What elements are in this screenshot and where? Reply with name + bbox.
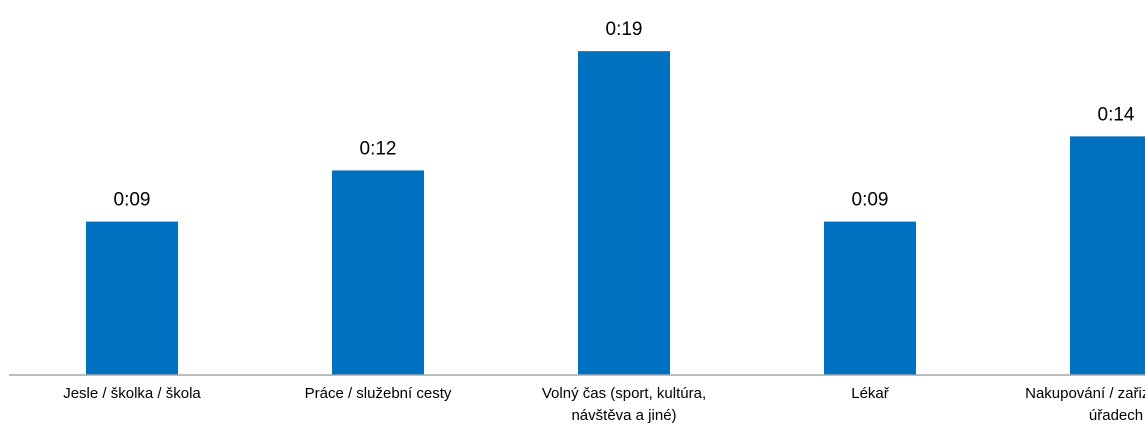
x-tick-label: Práce / služební cesty bbox=[304, 385, 452, 402]
bar bbox=[1070, 136, 1145, 375]
value-label: 0:12 bbox=[360, 138, 397, 159]
x-tick-label: Lékař bbox=[851, 385, 889, 402]
value-label: 0:09 bbox=[852, 190, 889, 211]
bar bbox=[332, 170, 424, 375]
x-tick-label: Jesle / školka / škola bbox=[63, 385, 201, 402]
bar bbox=[578, 51, 670, 376]
bar bbox=[824, 221, 916, 375]
bar bbox=[86, 221, 178, 375]
value-label: 0:09 bbox=[114, 190, 151, 211]
x-tick-label: Volný čas (sport, kultúra, návštěva a ji… bbox=[541, 385, 707, 424]
value-label: 0:14 bbox=[1098, 104, 1135, 125]
x-tick-label: Nakupování / zařizování na úřadech bbox=[1025, 385, 1145, 424]
value-label: 0:19 bbox=[606, 19, 643, 40]
